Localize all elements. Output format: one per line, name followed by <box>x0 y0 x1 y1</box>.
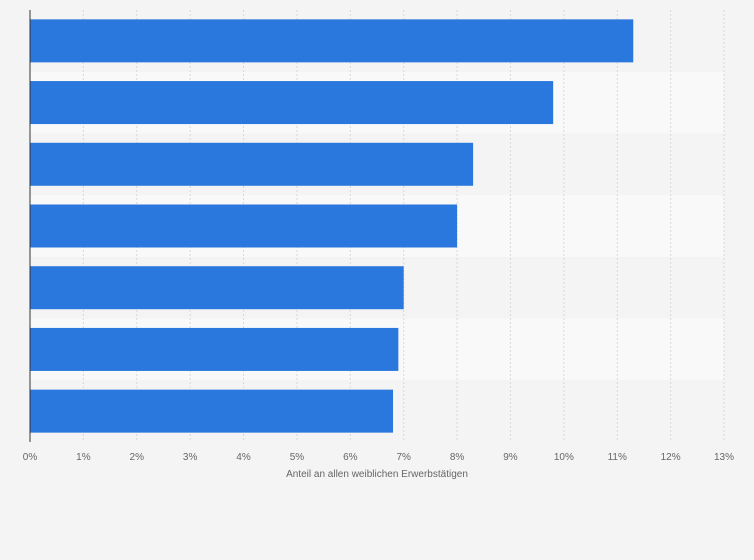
bar[interactable] <box>30 204 458 248</box>
bar[interactable] <box>30 142 474 186</box>
x-tick-label: 13% <box>714 452 734 463</box>
x-tick-label: 6% <box>343 452 358 463</box>
x-tick-label: 12% <box>661 452 681 463</box>
bar[interactable] <box>30 389 394 433</box>
bar[interactable] <box>30 327 399 371</box>
x-tick-label: 4% <box>236 452 251 463</box>
bars <box>30 19 634 433</box>
x-tick-label: 8% <box>450 452 465 463</box>
x-tick-label: 0% <box>23 452 38 463</box>
x-tick-label: 7% <box>396 452 411 463</box>
x-tick-labels: 0% 1% 2% 3% 4% 5% 6% 7% 8% 9% 10% 11% 12% 13% <box>23 452 734 463</box>
bar[interactable] <box>30 266 404 310</box>
bar[interactable] <box>30 81 554 125</box>
x-tick-label: 1% <box>76 452 91 463</box>
x-tick-label: 2% <box>130 452 145 463</box>
x-axis-title: Anteil an allen weiblichen Erwerbstätige… <box>286 469 468 480</box>
x-tick-label: 5% <box>290 452 305 463</box>
x-tick-label: 3% <box>183 452 198 463</box>
bar[interactable] <box>30 19 634 63</box>
x-tick-label: 11% <box>608 452 627 463</box>
x-tick-label: 9% <box>503 452 518 463</box>
x-tick-label: 10% <box>554 452 574 463</box>
